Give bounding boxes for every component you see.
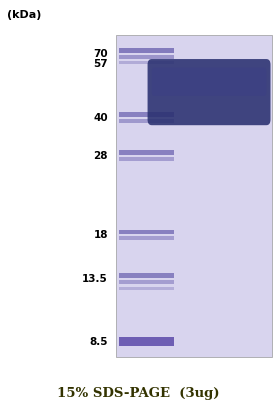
FancyBboxPatch shape [116, 36, 272, 357]
FancyBboxPatch shape [119, 287, 174, 290]
Text: 57: 57 [93, 59, 108, 69]
Text: 18: 18 [94, 230, 108, 240]
FancyBboxPatch shape [119, 157, 174, 161]
FancyBboxPatch shape [119, 150, 174, 155]
FancyBboxPatch shape [119, 61, 174, 64]
FancyBboxPatch shape [119, 236, 174, 240]
FancyBboxPatch shape [119, 112, 174, 118]
FancyBboxPatch shape [119, 119, 174, 123]
FancyBboxPatch shape [119, 48, 174, 53]
Text: 13.5: 13.5 [82, 274, 108, 284]
FancyBboxPatch shape [152, 68, 266, 96]
FancyBboxPatch shape [119, 280, 174, 284]
Text: (kDa): (kDa) [7, 10, 41, 20]
Text: 70: 70 [93, 48, 108, 58]
Text: 15% SDS-PAGE  (3ug): 15% SDS-PAGE (3ug) [57, 387, 219, 400]
FancyBboxPatch shape [119, 230, 174, 234]
FancyBboxPatch shape [119, 273, 174, 278]
FancyBboxPatch shape [119, 338, 174, 346]
Text: 28: 28 [94, 151, 108, 161]
FancyBboxPatch shape [148, 59, 270, 125]
Text: 40: 40 [93, 113, 108, 123]
FancyBboxPatch shape [119, 55, 174, 59]
Text: 8.5: 8.5 [89, 337, 108, 347]
